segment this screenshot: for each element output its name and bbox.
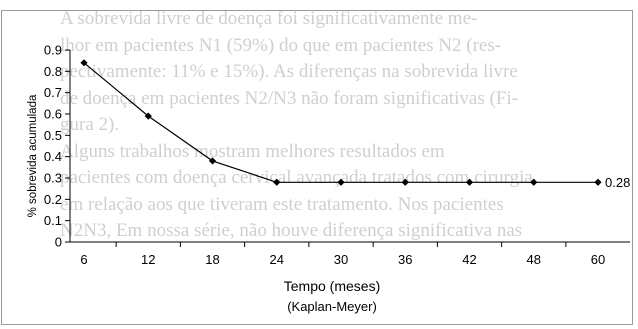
data-point	[273, 178, 281, 186]
y-axis: 0 0.1 0.2 0.3 0.4 0.5 0.6 0.7 0.8 0.9	[44, 43, 71, 250]
data-point	[337, 178, 345, 186]
y-tick-label: 0.8	[44, 64, 62, 79]
x-axis-title: Tempo (meses)	[284, 278, 380, 294]
data-point	[530, 178, 538, 186]
chart-frame	[1, 10, 633, 325]
x-tick-label: 48	[527, 252, 541, 267]
background-text-line: pectivamente: 11% e 15%). As diferenças …	[60, 61, 518, 82]
y-tick-label: 0.5	[44, 128, 62, 143]
y-axis-title: % sobrevida acumulada	[27, 94, 39, 217]
y-tick-label: 0.1	[44, 213, 62, 228]
x-tick-label: 36	[398, 252, 412, 267]
data-point	[594, 178, 602, 186]
y-tick-label: 0.2	[44, 192, 62, 207]
background-text-line: N2N3, Em nossa série, não houve diferenç…	[60, 220, 523, 241]
x-tick-label: 24	[270, 252, 284, 267]
x-tick-label: 42	[462, 252, 476, 267]
data-point	[144, 112, 152, 120]
y-tick-label: 0.9	[44, 43, 62, 58]
x-tick-label: 18	[205, 252, 219, 267]
data-point	[208, 157, 217, 165]
data-label-end: 0.28	[605, 175, 630, 190]
background-text-line: gura 2).	[60, 114, 120, 135]
background-text-line: A sobrevida livre de doença foi signific…	[60, 8, 478, 29]
x-tick-label: 60	[591, 252, 605, 267]
x-tick-label: 6	[80, 252, 87, 267]
background-text-line: de doença em pacientes N2/N3 não foram s…	[60, 87, 518, 109]
y-tick-label: 0.6	[44, 107, 62, 122]
x-axis: 6 12 18 24 30 36 42 48 60	[70, 241, 630, 267]
y-tick-label: 0.7	[44, 85, 62, 100]
x-axis-subtitle: (Kaplan-Meyer)	[287, 299, 377, 314]
y-tick-label: 0	[55, 235, 62, 250]
y-tick-label: 0.4	[44, 149, 62, 164]
y-tick-label: 0.3	[44, 171, 62, 186]
data-point	[401, 178, 409, 186]
series-survival	[80, 59, 602, 186]
background-text-line: em relação aos que tiveram este tratamen…	[60, 193, 504, 215]
background-text-line: lhor em pacientes N1 (59%) do que em pac…	[60, 34, 502, 56]
data-point	[80, 59, 88, 67]
x-tick-label: 30	[334, 252, 348, 267]
background-text-line: Alguns trabalhos mostram melhores result…	[60, 140, 445, 162]
series-line	[83, 62, 598, 183]
x-tick-label: 12	[141, 252, 155, 267]
data-point	[465, 178, 474, 186]
